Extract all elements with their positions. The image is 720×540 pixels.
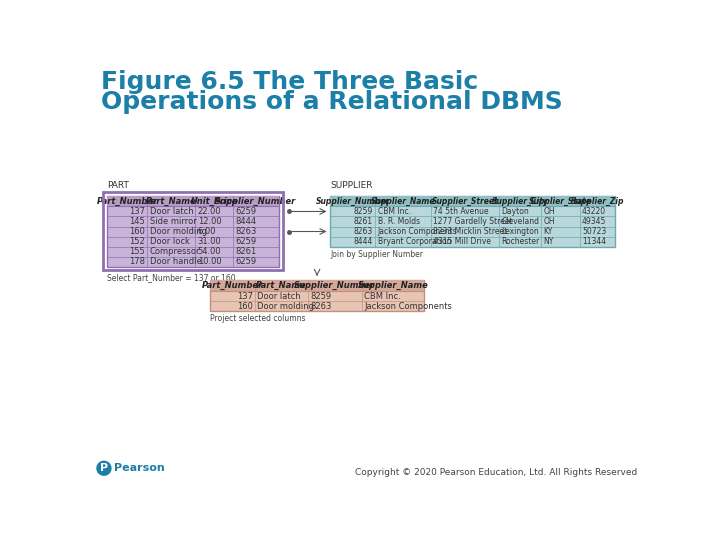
Text: Supplier_Street: Supplier_Street bbox=[432, 197, 498, 206]
Text: Unit_Price: Unit_Price bbox=[190, 197, 238, 206]
Text: NY: NY bbox=[544, 237, 554, 246]
Text: 178: 178 bbox=[129, 257, 145, 266]
Text: Door latch: Door latch bbox=[258, 292, 301, 301]
Text: Supplier_Number: Supplier_Number bbox=[294, 281, 376, 291]
Text: Bryant Corporation: Bryant Corporation bbox=[377, 237, 451, 246]
Text: Select Part_Number = 137 or 160: Select Part_Number = 137 or 160 bbox=[107, 273, 235, 282]
Text: Lexington: Lexington bbox=[502, 227, 539, 236]
Text: Jackson Components: Jackson Components bbox=[377, 227, 457, 236]
Text: Supplier_City: Supplier_City bbox=[492, 197, 549, 206]
Text: 8263: 8263 bbox=[235, 227, 256, 236]
Text: 6259: 6259 bbox=[235, 257, 256, 266]
Text: 12.00: 12.00 bbox=[198, 217, 221, 226]
Text: 49345: 49345 bbox=[582, 217, 606, 226]
Text: 6.00: 6.00 bbox=[198, 227, 216, 236]
Text: Compressor: Compressor bbox=[150, 247, 200, 256]
Text: Door molding: Door molding bbox=[150, 227, 207, 236]
Text: Part_Number: Part_Number bbox=[96, 197, 158, 206]
Text: 4315 Mill Drive: 4315 Mill Drive bbox=[433, 237, 491, 246]
Text: 8259: 8259 bbox=[354, 207, 373, 216]
Text: 31.00: 31.00 bbox=[198, 237, 222, 246]
Bar bbox=[107, 195, 279, 267]
Text: Pearson: Pearson bbox=[114, 463, 165, 473]
Text: Part_Name: Part_Name bbox=[256, 281, 307, 291]
Bar bbox=[103, 192, 283, 271]
Bar bbox=[210, 280, 424, 291]
Text: 22.00: 22.00 bbox=[198, 207, 221, 216]
Text: 8263: 8263 bbox=[310, 302, 331, 310]
Text: 6259: 6259 bbox=[235, 237, 256, 246]
Text: Part_Name: Part_Name bbox=[146, 197, 197, 206]
Text: Door latch: Door latch bbox=[150, 207, 193, 216]
Text: Door handle: Door handle bbox=[150, 257, 202, 266]
Text: Supplier_Number: Supplier_Number bbox=[316, 197, 390, 206]
Text: 10.00: 10.00 bbox=[198, 257, 221, 266]
Text: 145: 145 bbox=[130, 217, 145, 226]
Text: Supplier_State: Supplier_State bbox=[529, 197, 592, 206]
Text: 8444: 8444 bbox=[235, 217, 256, 226]
Bar bbox=[330, 195, 615, 247]
Text: OH: OH bbox=[544, 217, 555, 226]
Text: B. R. Molds: B. R. Molds bbox=[377, 217, 420, 226]
Text: Door lock: Door lock bbox=[150, 237, 189, 246]
Text: 160: 160 bbox=[129, 227, 145, 236]
Text: OH: OH bbox=[544, 207, 555, 216]
Text: 11344: 11344 bbox=[582, 237, 606, 246]
Text: 43220: 43220 bbox=[582, 207, 606, 216]
Text: Supplier_Zip: Supplier_Zip bbox=[570, 197, 624, 206]
Text: Part_Number: Part_Number bbox=[202, 281, 264, 291]
Text: 8233 Micklin Street: 8233 Micklin Street bbox=[433, 227, 508, 236]
Text: CBM Inc.: CBM Inc. bbox=[364, 292, 401, 301]
Text: Operations of a Relational DBMS: Operations of a Relational DBMS bbox=[101, 90, 562, 114]
Text: 8444: 8444 bbox=[354, 237, 373, 246]
Text: Copyright © 2020 Pearson Education, Ltd. All Rights Reserved: Copyright © 2020 Pearson Education, Ltd.… bbox=[355, 468, 637, 477]
Text: 54.00: 54.00 bbox=[198, 247, 221, 256]
Text: Dayton: Dayton bbox=[502, 207, 529, 216]
Text: Join by Supplier Number: Join by Supplier Number bbox=[330, 249, 423, 259]
Text: Supplier_Number: Supplier_Number bbox=[215, 197, 297, 206]
Text: Side mirror: Side mirror bbox=[150, 217, 197, 226]
Text: 152: 152 bbox=[130, 237, 145, 246]
Text: SUPPLIER: SUPPLIER bbox=[330, 180, 373, 190]
Text: 8263: 8263 bbox=[354, 227, 373, 236]
Text: 160: 160 bbox=[237, 302, 253, 310]
Text: Door molding: Door molding bbox=[258, 302, 315, 310]
Text: KY: KY bbox=[544, 227, 553, 236]
Text: Rochester: Rochester bbox=[502, 237, 540, 246]
Text: 50723: 50723 bbox=[582, 227, 606, 236]
Text: 8261: 8261 bbox=[235, 247, 256, 256]
Text: 8259: 8259 bbox=[310, 292, 331, 301]
Text: CBM Inc.: CBM Inc. bbox=[377, 207, 410, 216]
Text: 74 5th Avenue: 74 5th Avenue bbox=[433, 207, 489, 216]
Text: Supplier_Name: Supplier_Name bbox=[371, 197, 436, 206]
Text: 155: 155 bbox=[130, 247, 145, 256]
Bar bbox=[107, 195, 279, 206]
Text: 1277 Gardelly Street: 1277 Gardelly Street bbox=[433, 217, 513, 226]
Bar bbox=[330, 195, 615, 206]
Text: Jackson Components: Jackson Components bbox=[364, 302, 452, 310]
Text: 137: 137 bbox=[129, 207, 145, 216]
Bar bbox=[210, 280, 424, 311]
Text: Cleveland: Cleveland bbox=[502, 217, 539, 226]
Text: 137: 137 bbox=[237, 292, 253, 301]
Text: Supplier_Name: Supplier_Name bbox=[358, 281, 428, 291]
Text: 6259: 6259 bbox=[235, 207, 256, 216]
Text: Project selected columns: Project selected columns bbox=[210, 314, 305, 323]
Text: 8261: 8261 bbox=[354, 217, 373, 226]
Text: Figure 6.5 The Three Basic: Figure 6.5 The Three Basic bbox=[101, 70, 478, 94]
Circle shape bbox=[97, 461, 111, 475]
Text: P: P bbox=[100, 463, 108, 473]
Text: PART: PART bbox=[107, 180, 129, 190]
